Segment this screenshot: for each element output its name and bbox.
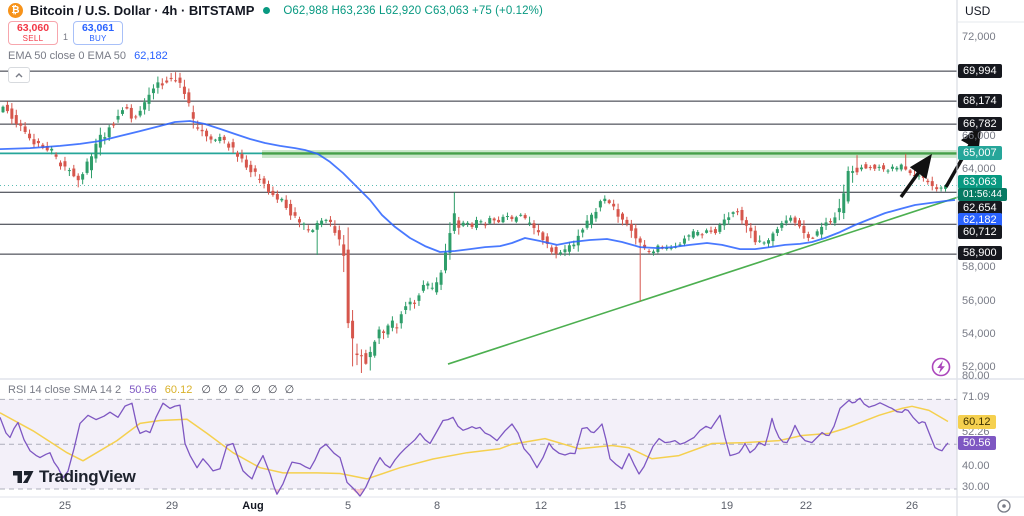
symbol-title[interactable]: Bitcoin / U.S. Dollar · 4h · BITSTAMP (30, 3, 255, 18)
price-badge: 50.56 (958, 436, 996, 450)
rsi-sma-value: 60.12 (164, 384, 193, 396)
price-tick: 66,000 (962, 130, 996, 142)
price-tick: 52,000 (962, 361, 996, 373)
time-tick: 29 (165, 500, 179, 512)
price-badge: 01:56:44 (958, 188, 1007, 201)
chevron-up-icon (15, 72, 23, 77)
rsi-line (0, 397, 949, 497)
price-badge: 62,654 (958, 201, 1002, 215)
time-tick: 26 (905, 500, 919, 512)
supply-zone-band (262, 150, 957, 158)
time-tick: 15 (613, 500, 627, 512)
scales-settings-icon[interactable] (997, 499, 1011, 513)
price-badge: 68,174 (958, 94, 1002, 108)
rsi-guide-lines (0, 398, 957, 490)
tradingview-logo-icon (13, 471, 34, 483)
price-tick: 30.00 (962, 481, 990, 493)
trade-buttons: 63,060 SELL 1 63,061 BUY (8, 21, 124, 45)
rsi-value: 50.56 (129, 384, 157, 396)
buy-button[interactable]: 63,061 BUY (73, 21, 124, 45)
price-badge: 62,182 (958, 213, 1002, 227)
drawn-level-lines (0, 70, 957, 255)
buy-price: 63,061 (81, 21, 115, 34)
candlestick-series (1, 72, 948, 373)
time-tick: 5 (344, 500, 352, 512)
price-tick: 52.26 (962, 426, 990, 438)
price-tick: 80.00 (962, 370, 990, 382)
market-status-dot (263, 7, 271, 14)
time-tick: 8 (433, 500, 441, 512)
collapse-legend-button[interactable] (8, 67, 30, 83)
spread-value: 1 (63, 32, 69, 42)
time-tick: 25 (58, 500, 72, 512)
price-axis[interactable]: USD 72,000 66,000 64,000 58,000 56,000 54,000… (957, 0, 1024, 516)
price-badge: 60.12 (958, 415, 996, 429)
sell-price: 63,060 (16, 21, 50, 34)
time-tick: 22 (799, 500, 813, 512)
price-tick: 40.00 (962, 460, 990, 472)
ema50-line (0, 120, 956, 253)
price-tick: 72,000 (962, 31, 996, 43)
price-axis-currency[interactable]: USD (965, 4, 991, 18)
bitcoin-icon: ₿ (8, 3, 23, 18)
ohlc-values: O62,988 H63,236 L62,920 C63,063 +75 (+0.… (283, 4, 543, 17)
sell-label: SELL (22, 34, 44, 44)
price-badge: 65,007 (958, 146, 1002, 160)
price-tick: 54,000 (962, 328, 996, 340)
time-tick: 12 (534, 500, 548, 512)
ascending-trendline (447, 185, 993, 365)
time-tick: 19 (720, 500, 734, 512)
symbol-header[interactable]: ₿ Bitcoin / U.S. Dollar · 4h · BITSTAMP … (8, 3, 543, 18)
price-badge: 58,900 (958, 246, 1002, 260)
time-tick: Aug (242, 500, 264, 512)
price-tick: 64,000 (962, 163, 996, 175)
rsi-zero-params: ∅ ∅ ∅ ∅ ∅ ∅ (201, 384, 297, 396)
price-tick: 56,000 (962, 295, 996, 307)
rsi-sma-line (0, 405, 949, 480)
ema-legend-value: 62,182 (134, 50, 168, 62)
buy-label: BUY (89, 34, 107, 44)
rsi-legend-text: RSI 14 close SMA 14 2 (8, 384, 122, 396)
price-pane (0, 70, 993, 373)
ema-indicator-legend[interactable]: EMA 50 close 0 EMA 50 62,182 (8, 50, 168, 62)
price-tick: 71.09 (962, 391, 990, 403)
time-axis[interactable]: 25 29 Aug 5 8 12 15 19 22 26 (0, 497, 957, 516)
tradingview-logo[interactable]: TradingView (12, 467, 136, 487)
lightning-mode-icon[interactable] (931, 357, 951, 377)
tradingview-logo-text: TradingView (39, 467, 136, 486)
price-badge: 66,782 (958, 117, 1002, 131)
rsi-indicator-legend[interactable]: RSI 14 close SMA 14 2 50.56 60.12 ∅ ∅ ∅ … (8, 383, 296, 396)
ema-legend-text: EMA 50 close 0 EMA 50 (8, 50, 127, 62)
rsi-oversold-fill (274, 489, 365, 497)
price-badge: 63,063 (958, 175, 1002, 189)
sell-button[interactable]: 63,060 SELL (8, 21, 58, 45)
price-badge: 60,712 (958, 225, 1002, 239)
price-badge: 69,994 (958, 64, 1002, 78)
price-tick: 58,000 (962, 261, 996, 273)
rsi-pane (0, 397, 957, 497)
